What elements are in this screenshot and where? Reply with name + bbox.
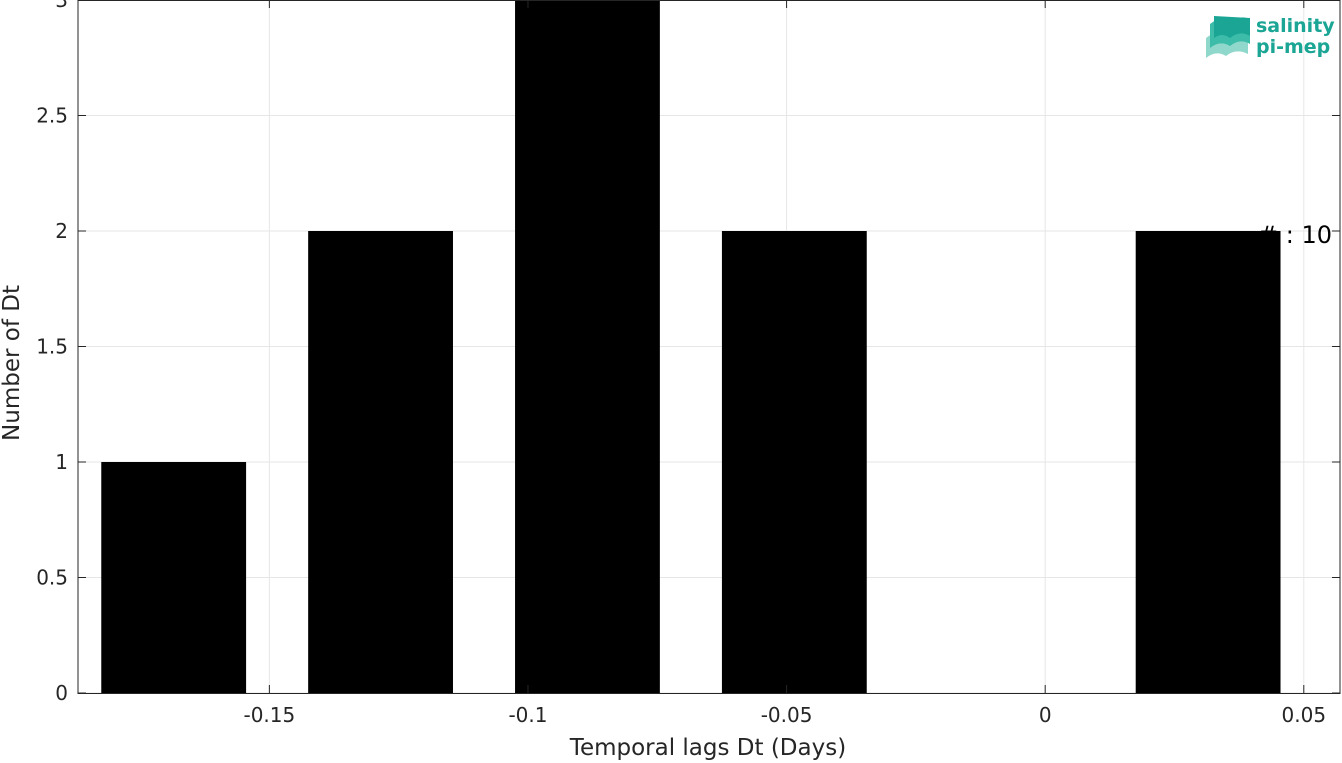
y-tick-label: 2.5	[36, 104, 68, 128]
bar-0	[101, 462, 247, 693]
logo-text-salinity: salinity	[1256, 15, 1335, 37]
y-tick-label: 0	[55, 681, 68, 705]
x-axis-label: Temporal lags Dt (Days)	[569, 735, 846, 761]
y-axis-label: Number of Dt	[0, 285, 25, 441]
x-tick-label: 0.05	[1282, 703, 1327, 727]
logo-waves-icon	[1206, 16, 1250, 58]
stats-line-4: MEDIA	[1162, 352, 1240, 380]
bars	[101, 0, 1281, 693]
logo-text-pimep: pi-mep	[1256, 36, 1330, 58]
y-tick-label: 1.5	[36, 335, 68, 359]
x-tick-label: -0.05	[761, 703, 813, 727]
tick-labels: -0.15 -0.1 -0.05 0 0.05 0 0.5 1 1.5 2 2.5 3	[36, 0, 1326, 727]
x-tick-label: -0.15	[243, 703, 295, 727]
stats-line-5: S	[1207, 385, 1222, 413]
y-tick-label: 0.5	[36, 566, 68, 590]
salinity-pi-mep-logo: salinity pi-mep	[1206, 15, 1335, 58]
stats-line-1: M	[1201, 254, 1222, 282]
stats-annotation: # : 10 MM ME MEDIA S	[1162, 221, 1332, 413]
y-tick-label: 3	[55, 0, 68, 12]
bar-4	[1135, 231, 1281, 693]
bar-3	[721, 231, 867, 693]
stats-line-2: M	[1194, 287, 1215, 315]
stats-line-3: ME	[1186, 319, 1222, 347]
y-tick-label: 1	[55, 450, 68, 474]
axes	[77, 0, 1341, 694]
x-tick-label: 0	[1039, 703, 1052, 727]
y-tick-label: 2	[55, 219, 68, 243]
stats-line-0: # : 10	[1258, 221, 1332, 249]
bar-2	[515, 0, 660, 693]
bar-1	[308, 231, 453, 693]
x-tick-label: -0.1	[508, 703, 547, 727]
